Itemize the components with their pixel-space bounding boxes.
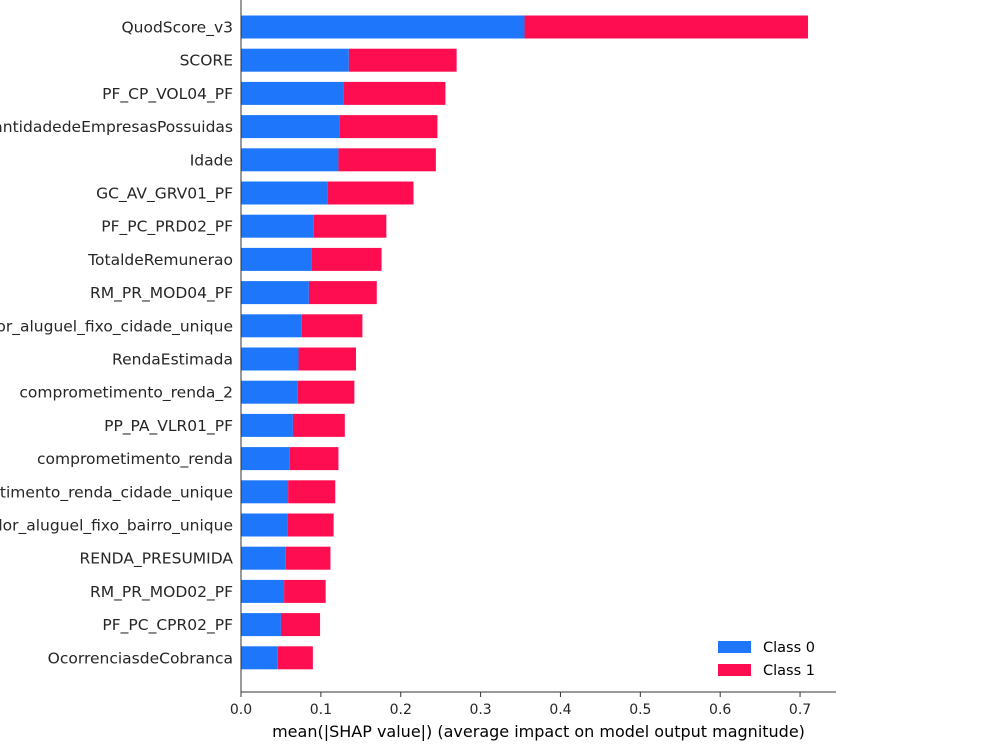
bar-class0-18 bbox=[241, 613, 281, 637]
bar-class0-17 bbox=[241, 579, 285, 603]
feature-label: RENDA_PRESUMIDA bbox=[80, 550, 234, 569]
bar-class0-3 bbox=[241, 115, 340, 139]
feature-label: OcorrenciasdeCobranca bbox=[48, 649, 233, 667]
feature-label: RendaEstimada bbox=[112, 351, 233, 369]
x-tick-label: 0.4 bbox=[549, 702, 571, 718]
bar-class1-10 bbox=[298, 347, 356, 371]
bar-class1-18 bbox=[280, 613, 321, 637]
bar-class1-2 bbox=[343, 81, 446, 105]
axes-group bbox=[240, 0, 836, 693]
bar-class1-6 bbox=[313, 214, 387, 238]
bar-class1-1 bbox=[348, 48, 457, 72]
bar-class0-8 bbox=[241, 281, 309, 305]
bar-class0-14 bbox=[241, 480, 289, 504]
x-tick-label: 0.2 bbox=[390, 702, 412, 718]
x-tick-label: 0.0 bbox=[230, 702, 252, 718]
bar-class0-16 bbox=[241, 546, 286, 570]
feature-label: RM_PR_MOD04_PF bbox=[90, 284, 233, 303]
bar-class0-19 bbox=[241, 646, 278, 670]
bar-class0-7 bbox=[241, 247, 312, 271]
bar-class1-17 bbox=[284, 579, 326, 603]
feature-label: QuantidadedeEmpresasPossuidas bbox=[0, 118, 233, 136]
feature-label: PF_PC_CPR02_PF bbox=[102, 616, 233, 635]
feature-label: SCORE bbox=[180, 52, 233, 70]
feature-label: QuodScore_v3 bbox=[121, 19, 233, 38]
feature-label: TotaldeRemunerao bbox=[87, 251, 233, 269]
bar-class0-13 bbox=[241, 447, 290, 471]
bar-class0-1 bbox=[241, 48, 349, 72]
feature-label: PF_CP_VOL04_PF bbox=[102, 85, 233, 104]
feature-label: PF_PC_PRD02_PF bbox=[101, 218, 233, 237]
x-tick-label: 0.7 bbox=[789, 702, 811, 718]
legend-swatch-class1 bbox=[718, 664, 751, 676]
legend-label-class1: Class 1 bbox=[763, 663, 815, 679]
bar-class0-4 bbox=[241, 148, 339, 172]
bars-group bbox=[241, 15, 809, 670]
feature-label: valor_aluguel_fixo_bairro_unique bbox=[0, 517, 233, 536]
bar-class1-19 bbox=[277, 646, 313, 670]
legend-swatch-class0 bbox=[718, 641, 751, 653]
bar-class1-9 bbox=[301, 314, 363, 338]
x-axis-title: mean(|SHAP value|) (average impact on mo… bbox=[272, 722, 805, 741]
bar-class1-3 bbox=[339, 115, 438, 139]
bar-class1-15 bbox=[287, 513, 334, 537]
x-tick-label: 0.6 bbox=[709, 702, 731, 718]
bar-class1-4 bbox=[338, 148, 436, 172]
bar-class0-9 bbox=[241, 314, 302, 338]
feature-labels-group: QuodScore_v3 SCORE PF_CP_VOL04_PF Quantidad… bbox=[0, 19, 233, 668]
bar-class1-14 bbox=[288, 480, 336, 504]
bar-class1-13 bbox=[289, 447, 339, 471]
bar-class0-10 bbox=[241, 347, 299, 371]
legend-label-class0: Class 0 bbox=[763, 640, 815, 656]
bar-class1-5 bbox=[327, 181, 414, 205]
bar-class0-6 bbox=[241, 214, 314, 238]
feature-label: PP_PA_VLR01_PF bbox=[104, 417, 233, 436]
feature-label: valor_aluguel_fixo_cidade_unique bbox=[0, 317, 233, 336]
feature-label: Idade bbox=[190, 151, 233, 169]
bar-class0-0 bbox=[241, 15, 525, 39]
legend: Class 0 Class 1 bbox=[718, 640, 815, 679]
x-tick-label: 0.3 bbox=[469, 702, 491, 718]
bar-class1-7 bbox=[311, 247, 382, 271]
bar-class0-11 bbox=[241, 380, 298, 404]
x-ticks-group: 0.0 0.1 0.2 0.3 0.4 0.5 0.6 0.7 bbox=[230, 692, 811, 718]
feature-label: comprometimento_renda bbox=[37, 450, 233, 469]
feature-label: comprometimento_renda_cidade_unique bbox=[0, 483, 233, 502]
bar-class0-2 bbox=[241, 81, 344, 105]
bar-class0-12 bbox=[241, 413, 293, 437]
x-tick-label: 0.5 bbox=[629, 702, 651, 718]
bar-class0-15 bbox=[241, 513, 288, 537]
bar-class1-0 bbox=[524, 15, 809, 39]
bar-class1-12 bbox=[292, 413, 345, 437]
bar-class1-16 bbox=[285, 546, 331, 570]
bar-class0-5 bbox=[241, 181, 328, 205]
feature-label: RM_PR_MOD02_PF bbox=[90, 583, 233, 602]
feature-label: GC_AV_GRV01_PF bbox=[96, 185, 233, 204]
bar-class1-8 bbox=[308, 281, 377, 305]
feature-label: comprometimento_renda_2 bbox=[19, 384, 233, 403]
bar-class1-11 bbox=[297, 380, 355, 404]
x-tick-label: 0.1 bbox=[310, 702, 332, 718]
